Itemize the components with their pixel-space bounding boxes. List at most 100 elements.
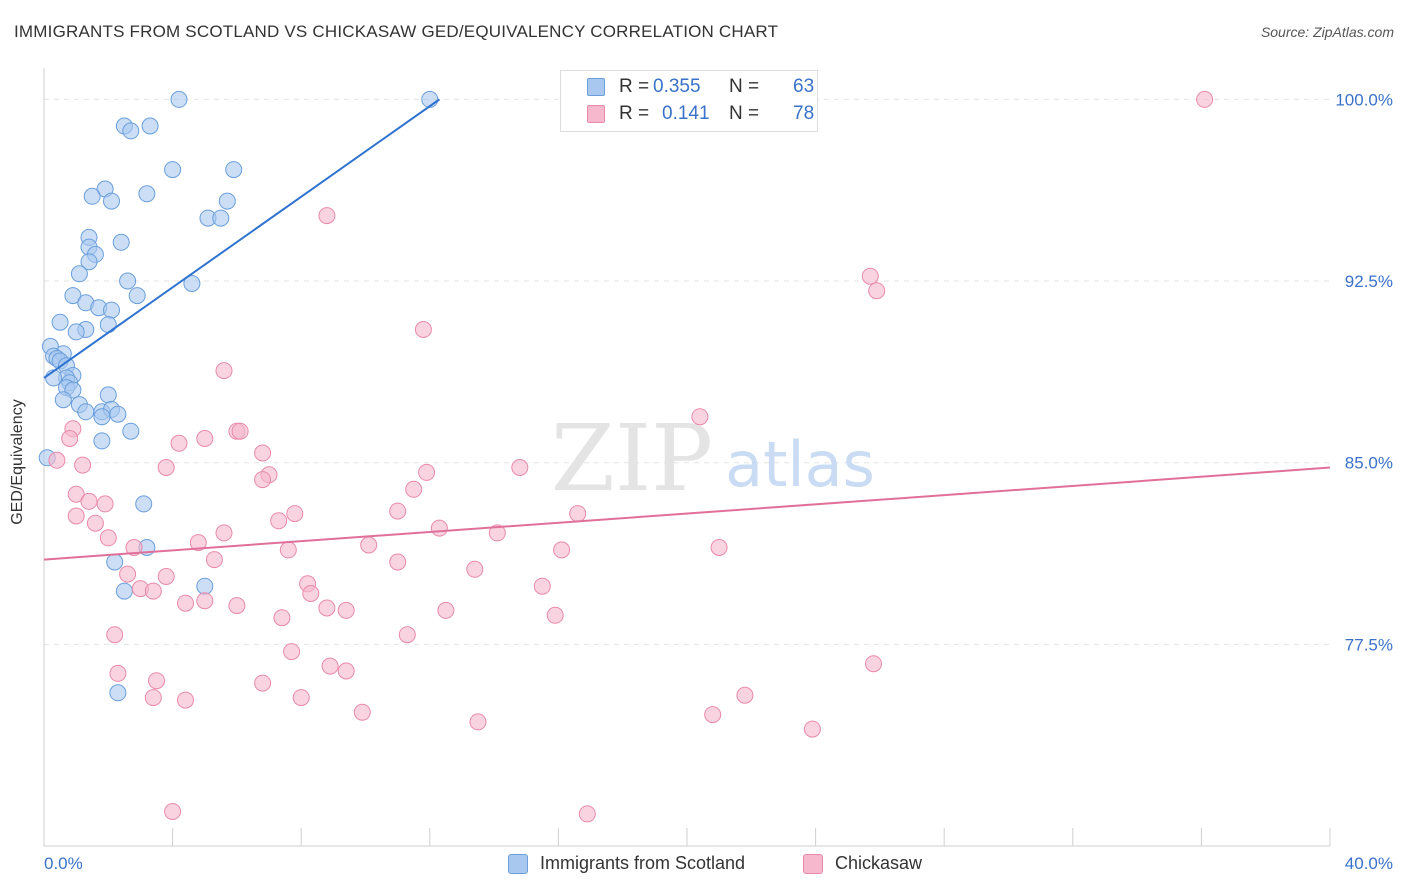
data-point [103, 301, 120, 319]
data-point [318, 207, 336, 225]
data-point [691, 408, 709, 426]
data-point [337, 601, 355, 619]
data-point [196, 430, 214, 447]
n-label: N = [729, 103, 760, 124]
data-point [109, 405, 127, 423]
data-point [418, 463, 436, 481]
r-value: 0.355 [653, 76, 701, 97]
data-point [865, 655, 882, 673]
data-point [119, 272, 137, 290]
data-point [189, 534, 207, 552]
data-point [157, 459, 175, 476]
data-point [488, 524, 506, 542]
x-tick-label: 0.0% [44, 854, 83, 873]
data-point [103, 192, 120, 210]
data-point [170, 90, 188, 108]
data-point [215, 524, 233, 542]
data-point [106, 553, 124, 571]
data-point [67, 507, 85, 525]
r-label: R = [619, 103, 650, 124]
data-point [228, 597, 246, 615]
data-point [279, 541, 297, 559]
data-point [292, 689, 310, 707]
grid-lines [44, 98, 1330, 645]
data-point [569, 505, 587, 523]
y-tick-label: 85.0% [1345, 454, 1393, 473]
watermark-zip: ZIP [551, 405, 713, 512]
y-tick-label: 100.0% [1335, 90, 1393, 109]
data-point [51, 313, 69, 331]
data-point [405, 480, 423, 498]
data-point [99, 386, 117, 404]
n-value: 78 [793, 103, 815, 124]
data-point [144, 582, 162, 600]
data-point [205, 551, 223, 569]
data-point [803, 720, 821, 738]
data-point [67, 323, 85, 341]
data-point [109, 664, 127, 682]
data-point [704, 706, 722, 724]
data-point [254, 471, 272, 489]
data-point [398, 626, 416, 644]
data-point [430, 519, 448, 537]
data-point [231, 422, 249, 440]
data-point [302, 585, 320, 602]
watermark-atlas: atlas [725, 428, 875, 501]
y-tick-label: 92.5% [1345, 272, 1393, 291]
data-point [546, 606, 564, 624]
data-point [254, 674, 272, 692]
data-point [119, 565, 137, 583]
data-point [286, 505, 304, 523]
data-point [109, 684, 127, 702]
tick-labels: 77.5% 85.0% 92.5% 100.0% 0.0% 40.0% [44, 90, 1393, 873]
trend-line [43, 98, 441, 379]
data-point [70, 265, 88, 283]
data-point [553, 541, 571, 559]
data-point [80, 492, 98, 510]
legend-swatch-pink [803, 854, 823, 874]
data-point [533, 577, 551, 595]
data-point [67, 485, 85, 503]
data-points [38, 90, 1214, 823]
data-point [122, 422, 140, 440]
y-tick-label: 77.5% [1345, 635, 1393, 654]
data-point [337, 662, 355, 680]
data-point [96, 495, 114, 513]
data-point [141, 117, 159, 135]
data-point [112, 233, 130, 251]
data-point [61, 430, 79, 447]
trend-line [43, 466, 1331, 561]
data-point [736, 686, 754, 704]
data-point [83, 187, 101, 205]
data-point [138, 185, 156, 203]
data-point [93, 408, 111, 426]
data-point [99, 316, 117, 334]
data-point [273, 609, 291, 627]
legend-swatch-pink [587, 105, 605, 123]
data-point [196, 577, 214, 595]
trend-lines [43, 98, 1331, 561]
data-point [254, 444, 272, 462]
data-point [54, 391, 72, 409]
data-point [389, 553, 407, 571]
data-point [466, 560, 484, 578]
data-point [861, 267, 879, 285]
data-point [283, 643, 301, 661]
data-point [868, 282, 886, 300]
y-axis-label: GED/Equivalency [9, 399, 26, 525]
data-point [48, 451, 66, 469]
data-point [578, 805, 596, 823]
data-point [389, 502, 407, 520]
data-point [437, 601, 455, 619]
legend-swatch-blue [587, 78, 605, 96]
r-label: R = [619, 76, 650, 97]
data-point [157, 568, 175, 585]
watermark: ZIP atlas [551, 405, 875, 512]
data-point [86, 514, 104, 532]
data-point [74, 456, 92, 474]
data-point [270, 512, 288, 530]
data-point [212, 209, 230, 227]
data-point [148, 672, 165, 690]
chart-title: IMMIGRANTS FROM SCOTLAND VS CHICKASAW GE… [14, 22, 779, 41]
